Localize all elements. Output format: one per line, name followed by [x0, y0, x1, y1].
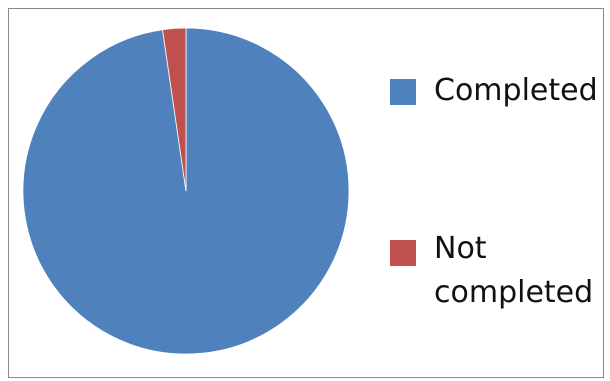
- legend-swatch-not-completed: [390, 240, 416, 266]
- pie-plot-area: [22, 27, 350, 355]
- pie-slice-not-completed: [162, 27, 187, 192]
- legend-item-completed: Completed: [390, 69, 598, 113]
- legend-swatch-completed: [390, 79, 416, 105]
- legend-item-not-completed: Not completed: [390, 227, 605, 315]
- pie-chart: Completed Not completed: [8, 8, 604, 378]
- legend-label-not-completed: Not completed: [434, 231, 594, 310]
- legend-label-completed: Completed: [434, 73, 598, 108]
